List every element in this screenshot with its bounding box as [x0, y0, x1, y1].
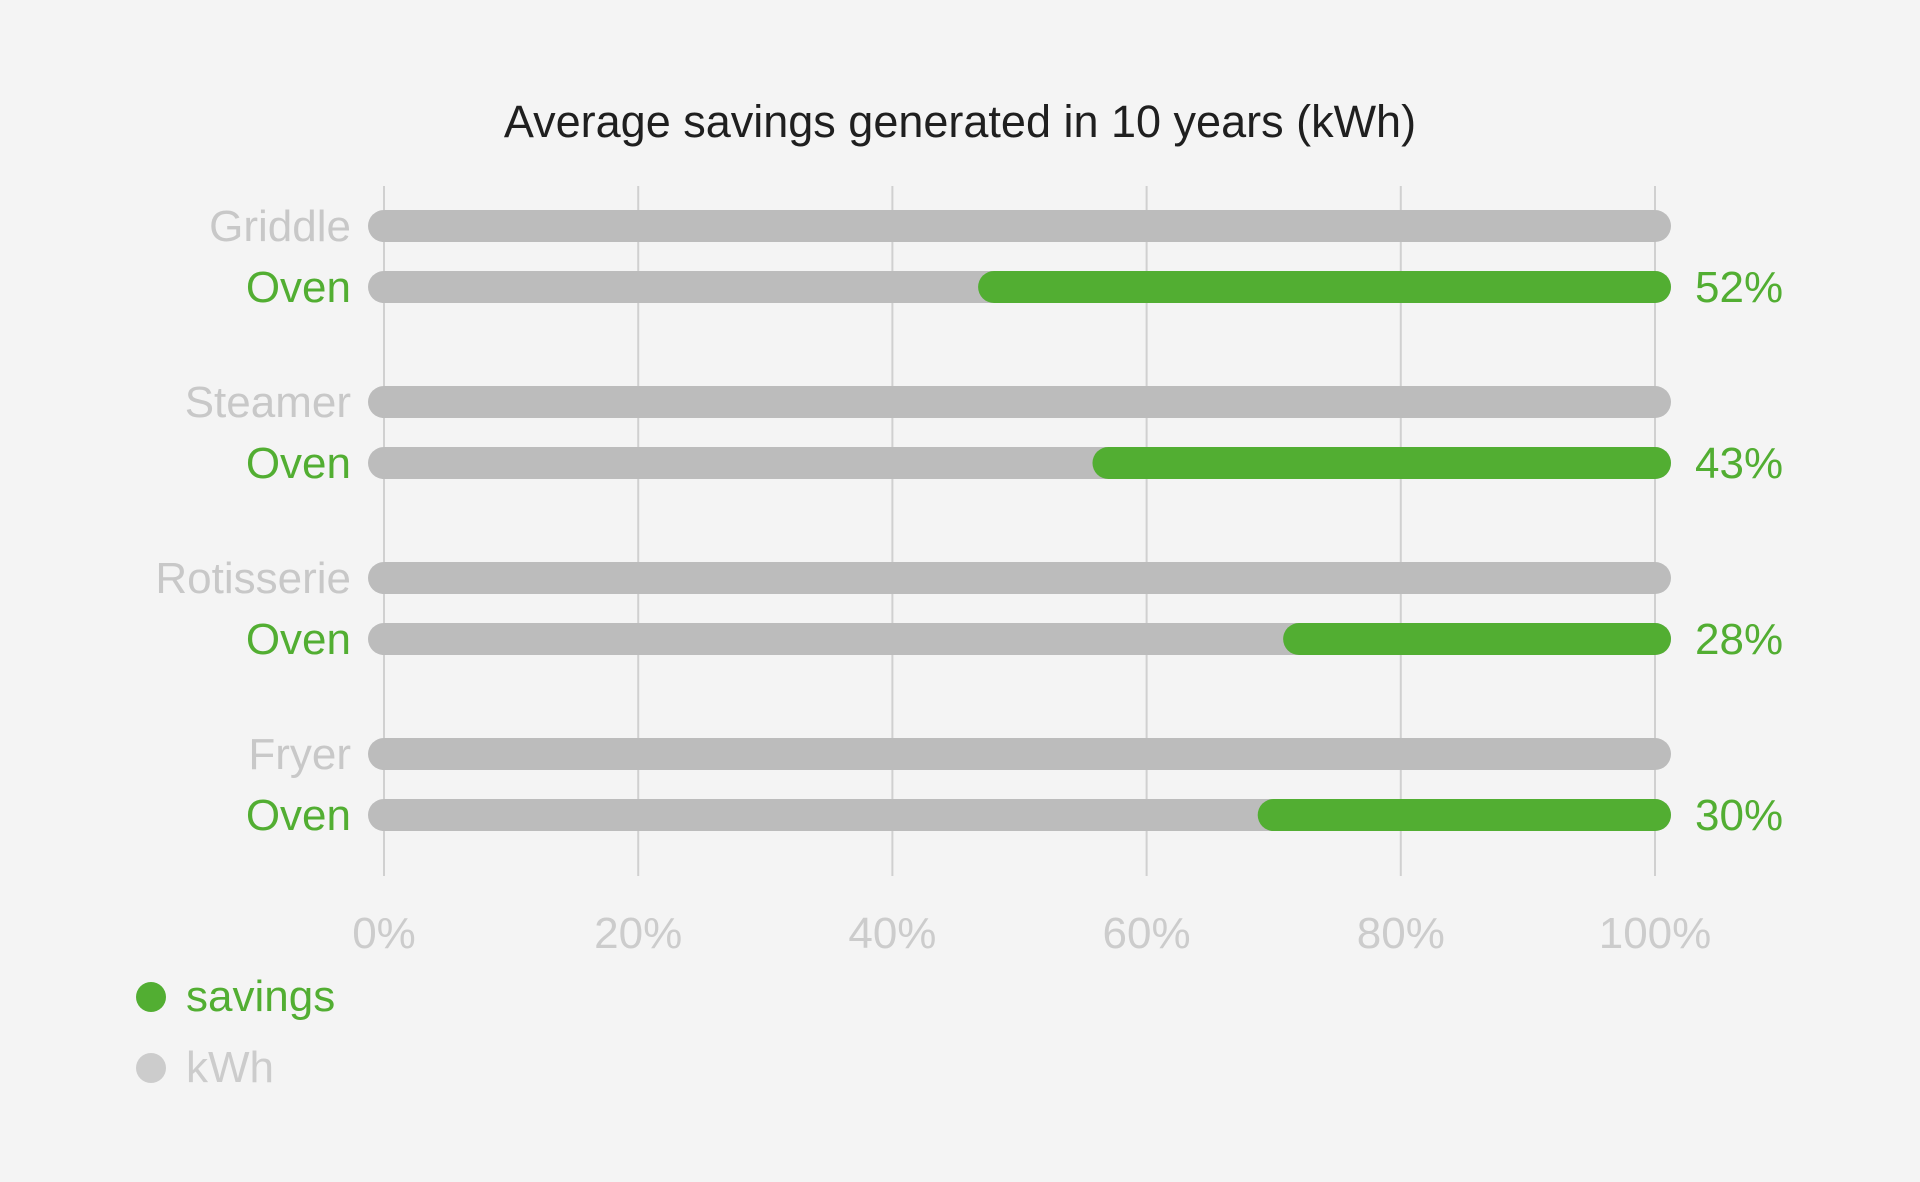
bar-savings	[1092, 447, 1671, 479]
legend-swatch-kwh	[136, 1053, 166, 1083]
category-label: Rotisserie	[155, 554, 351, 603]
bar-category-kwh	[368, 210, 1671, 242]
oven-label: Oven	[246, 263, 351, 312]
bars-layer	[368, 210, 1671, 831]
savings-data-label: 43%	[1695, 439, 1783, 488]
savings-data-label: 28%	[1695, 615, 1783, 664]
x-tick-label: 0%	[352, 909, 416, 958]
savings-data-label: 52%	[1695, 263, 1783, 312]
category-label: Griddle	[209, 202, 351, 251]
x-axis-ticks: 0% 20% 40% 60% 80% 100%	[352, 909, 1711, 958]
legend-item-kwh: kWh	[136, 1043, 274, 1093]
bar-category-kwh	[368, 738, 1671, 770]
legend-item-savings: savings	[136, 972, 335, 1022]
legend-label-kwh: kWh	[186, 1043, 274, 1092]
legend-label-savings: savings	[186, 972, 336, 1021]
bar-category-kwh	[368, 386, 1671, 418]
bar-category-kwh	[368, 562, 1671, 594]
x-tick-label: 100%	[1599, 909, 1712, 958]
x-tick-label: 80%	[1357, 909, 1445, 958]
category-label: Steamer	[185, 378, 351, 427]
category-label: Fryer	[248, 730, 351, 779]
oven-label: Oven	[246, 439, 351, 488]
labels-layer: Griddle Oven 52% Steamer Oven 43% Rotisserie Ov…	[155, 202, 1783, 840]
chart-title: Average savings generated in 10 years (k…	[504, 96, 1416, 147]
legend-swatch-savings	[136, 982, 166, 1012]
bar-savings	[978, 271, 1671, 303]
bar-savings	[1283, 623, 1671, 655]
savings-data-label: 30%	[1695, 791, 1783, 840]
oven-label: Oven	[246, 615, 351, 664]
x-tick-label: 20%	[594, 909, 682, 958]
x-tick-label: 60%	[1103, 909, 1191, 958]
x-tick-label: 40%	[848, 909, 936, 958]
bar-savings	[1257, 799, 1671, 831]
oven-label: Oven	[246, 791, 351, 840]
